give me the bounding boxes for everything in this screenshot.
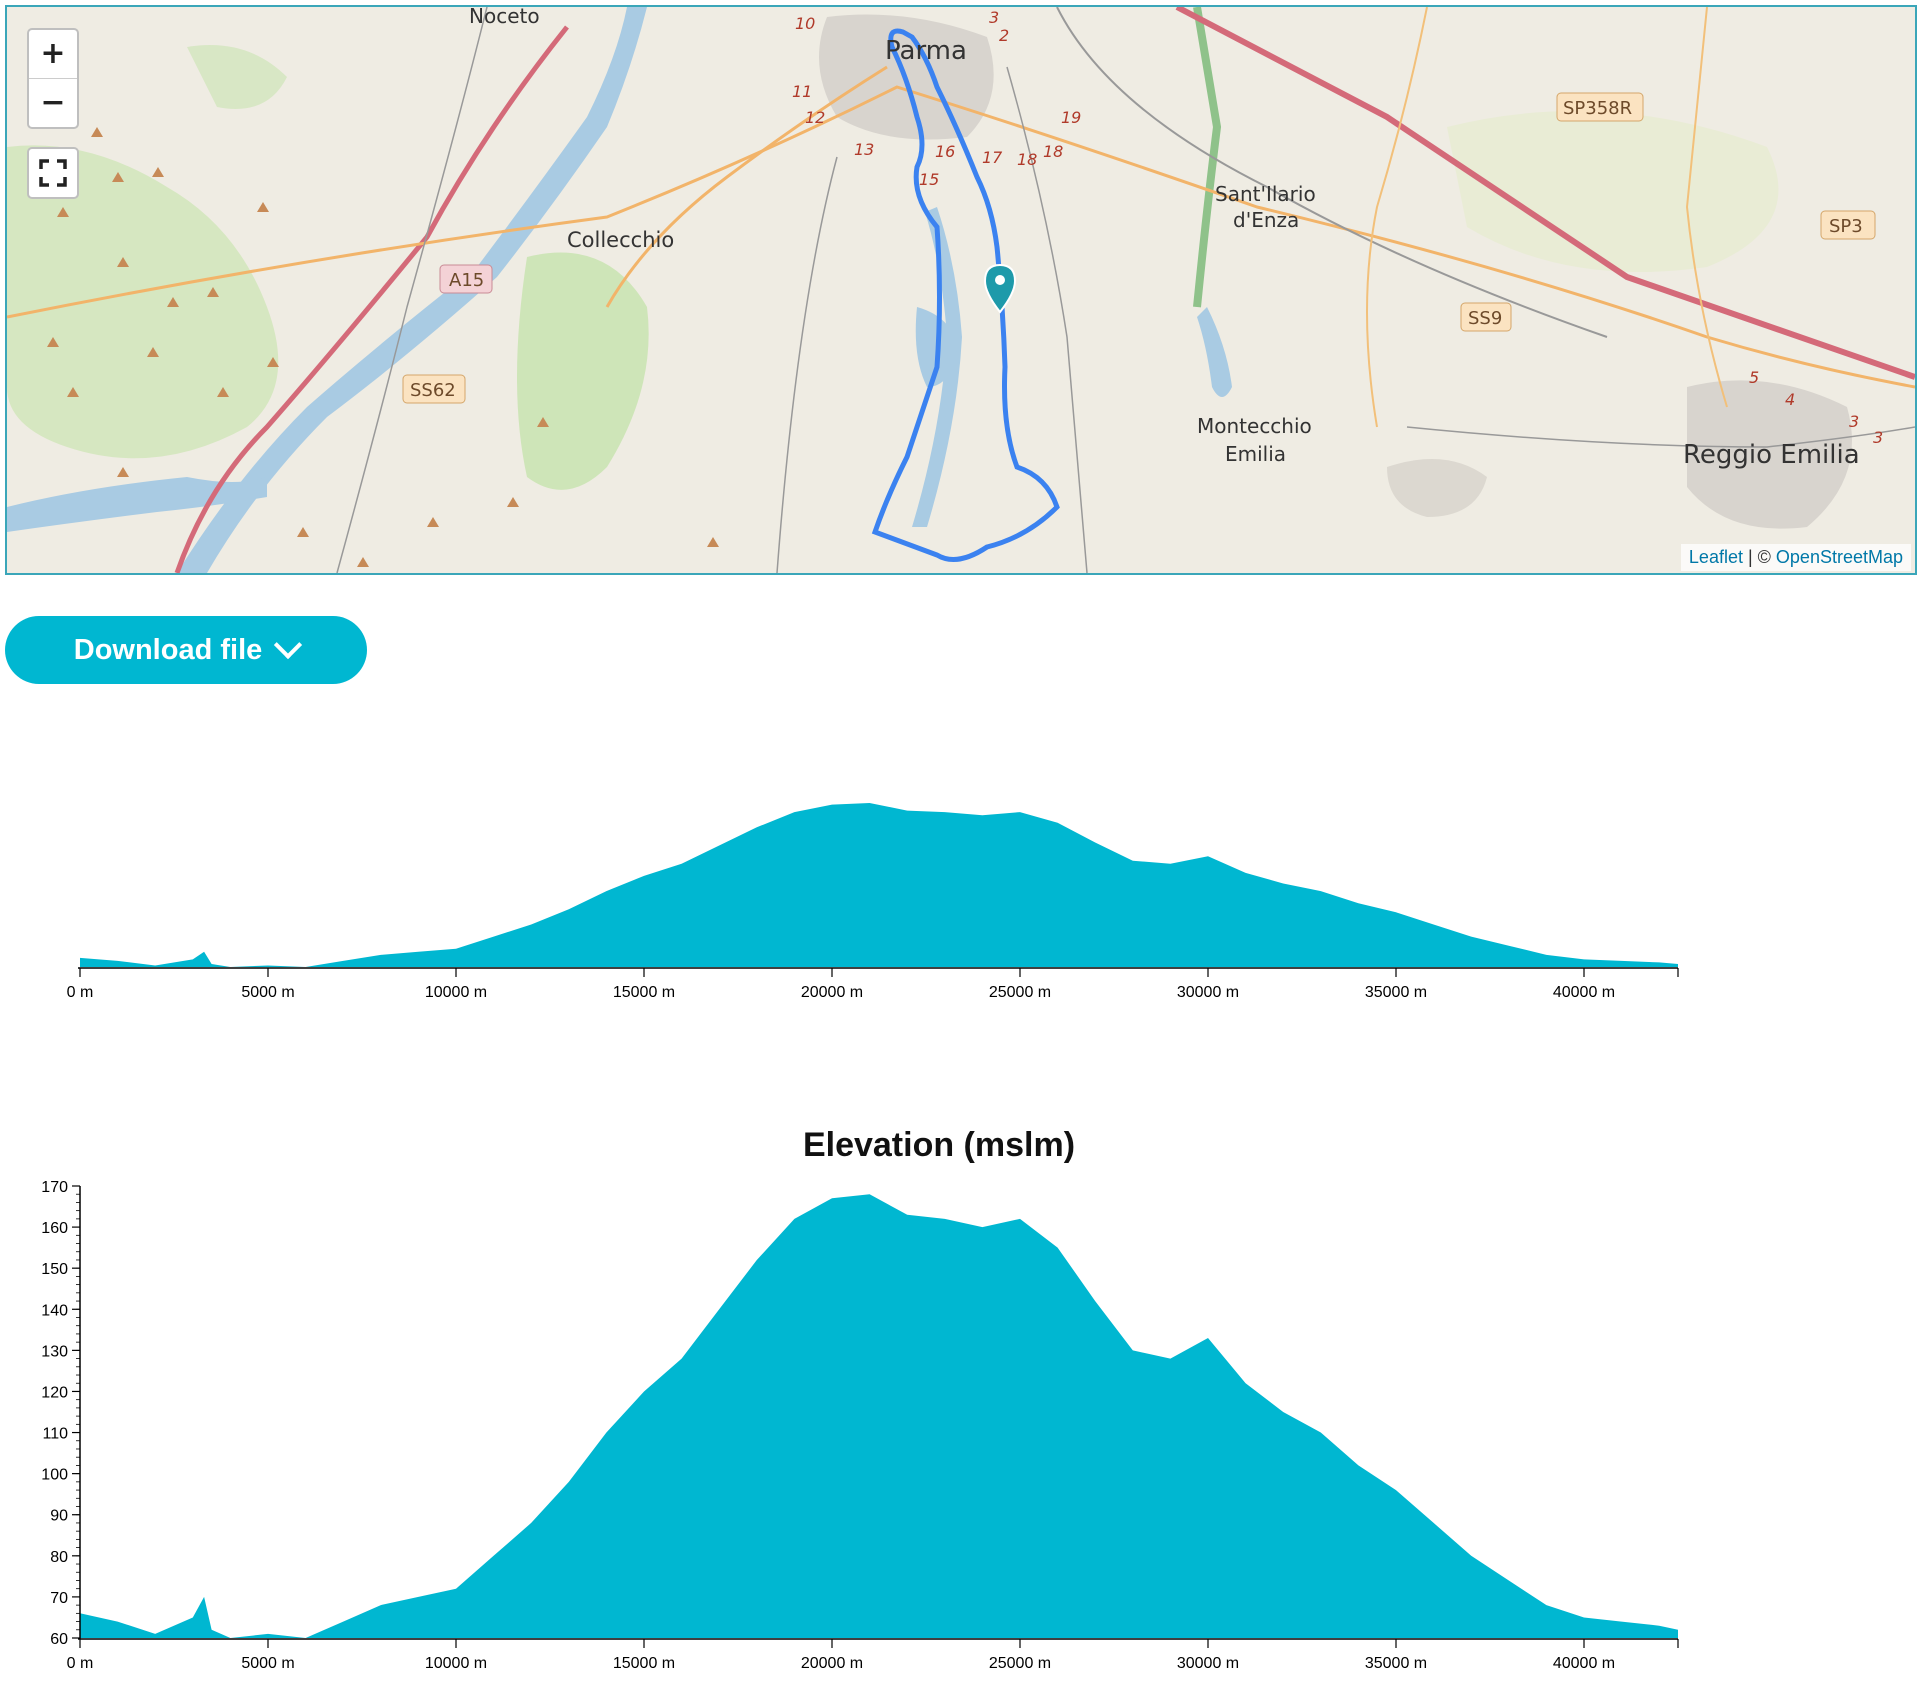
route-track: [871, 28, 1060, 562]
y-tick-label: 130: [41, 1343, 68, 1360]
y-tick-label: 110: [42, 1426, 68, 1443]
shield-sp3: SP3: [1820, 210, 1876, 240]
y-tick-label: 140: [41, 1302, 68, 1319]
x-tick-label: 5000 m: [241, 1655, 294, 1672]
map-attribution: Leaflet | © OpenStreetMap: [1680, 544, 1911, 571]
svg-text:3: 3: [1849, 412, 1859, 431]
fullscreen-icon: [39, 159, 67, 187]
shield-sp358r: SP358R: [1556, 92, 1644, 122]
chevron-down-icon: [274, 630, 303, 660]
label-collecchio: Collecchio: [567, 228, 674, 252]
label-noceto: Noceto: [469, 7, 540, 28]
attribution-separator: | ©: [1742, 547, 1776, 567]
x-tick-label: 15000 m: [613, 1655, 675, 1672]
map-view[interactable]: Noceto Parma Collecchio Sant'Ilario d'En…: [5, 5, 1917, 575]
y-tick-label: 100: [41, 1467, 68, 1484]
svg-text:SP358R: SP358R: [1563, 98, 1632, 119]
svg-text:16: 16: [935, 142, 955, 161]
svg-text:SS62: SS62: [410, 380, 456, 401]
x-tick-label: 30000 m: [1177, 984, 1239, 1001]
svg-text:11: 11: [792, 82, 812, 101]
y-tick-label: 160: [41, 1220, 68, 1237]
leaflet-link[interactable]: Leaflet: [1688, 547, 1743, 567]
x-tick-label: 25000 m: [989, 1655, 1051, 1672]
x-tick-label: 25000 m: [989, 984, 1051, 1001]
x-tick-label: 5000 m: [241, 984, 294, 1001]
map-tiles: Noceto Parma Collecchio Sant'Ilario d'En…: [7, 7, 1915, 573]
y-tick-label: 170: [41, 1179, 68, 1196]
x-tick-label: 30000 m: [1177, 1655, 1239, 1672]
svg-text:2: 2: [999, 26, 1009, 45]
elevation-chart: Elevation (mslm) 0 m 5000 m 10000 m 15000 m 2…: [41, 1126, 1679, 1672]
y-tick-label: 70: [50, 1590, 68, 1607]
svg-text:19: 19: [1061, 108, 1081, 127]
elevation-area: [80, 1194, 1678, 1638]
label-sant-ilario-2: d'Enza: [1233, 208, 1299, 232]
svg-text:3: 3: [989, 8, 999, 27]
svg-text:3: 3: [1873, 428, 1883, 447]
download-file-button[interactable]: Download file: [5, 616, 367, 684]
x-tick-label: 20000 m: [801, 1655, 863, 1672]
x-tick-label: 35000 m: [1365, 1655, 1427, 1672]
x-tick-label: 10000 m: [425, 984, 487, 1001]
zoom-out-button[interactable]: −: [29, 78, 77, 127]
label-reggio-emilia: Reggio Emilia: [1683, 440, 1860, 470]
download-file-label: Download file: [73, 633, 263, 666]
svg-text:SS9: SS9: [1468, 308, 1502, 329]
svg-text:SP3: SP3: [1829, 216, 1863, 237]
shield-a15: A15: [439, 264, 493, 294]
label-montecchio-2: Emilia: [1225, 442, 1286, 466]
shield-ss9: SS9: [1460, 302, 1512, 332]
y-tick-label: 120: [41, 1384, 68, 1401]
y-tick-label: 60: [50, 1631, 68, 1648]
elevation-area: [80, 803, 1678, 967]
label-sant-ilario: Sant'Ilario: [1215, 182, 1316, 206]
route-marker: [983, 263, 1017, 314]
svg-text:13: 13: [854, 140, 874, 159]
svg-text:18: 18: [1043, 142, 1063, 161]
svg-text:12: 12: [805, 108, 825, 127]
x-tick-label: 35000 m: [1365, 984, 1427, 1001]
svg-text:10: 10: [795, 14, 815, 33]
svg-text:5: 5: [1749, 368, 1759, 387]
y-tick-label: 80: [50, 1549, 68, 1566]
osm-link[interactable]: OpenStreetMap: [1775, 547, 1903, 567]
svg-text:4: 4: [1785, 390, 1795, 409]
x-tick-label: 0 m: [67, 984, 94, 1001]
svg-text:15: 15: [919, 170, 939, 189]
elevation-overview-chart: 0 m 5000 m 10000 m 15000 m 20000 m 25000 m 300…: [67, 803, 1679, 1001]
x-tick-label: 0 m: [67, 1655, 94, 1672]
svg-text:17: 17: [982, 148, 1003, 167]
fullscreen-button[interactable]: [27, 147, 79, 199]
zoom-in-button[interactable]: +: [40, 36, 66, 71]
y-tick-label: 150: [41, 1261, 68, 1278]
x-tick-label: 40000 m: [1553, 984, 1615, 1001]
x-tick-label: 20000 m: [801, 984, 863, 1001]
zoom-control: + −: [27, 28, 79, 129]
y-tick-label: 90: [50, 1508, 68, 1525]
label-montecchio: Montecchio: [1197, 414, 1312, 438]
x-tick-label: 10000 m: [425, 1655, 487, 1672]
svg-text:A15: A15: [449, 270, 484, 291]
x-tick-label: 15000 m: [613, 984, 675, 1001]
svg-text:18: 18: [1017, 150, 1037, 169]
shield-ss62: SS62: [402, 374, 466, 404]
chart-title: Elevation (mslm): [803, 1126, 1075, 1164]
label-parma: Parma: [885, 36, 967, 66]
x-tick-label: 40000 m: [1553, 1655, 1615, 1672]
